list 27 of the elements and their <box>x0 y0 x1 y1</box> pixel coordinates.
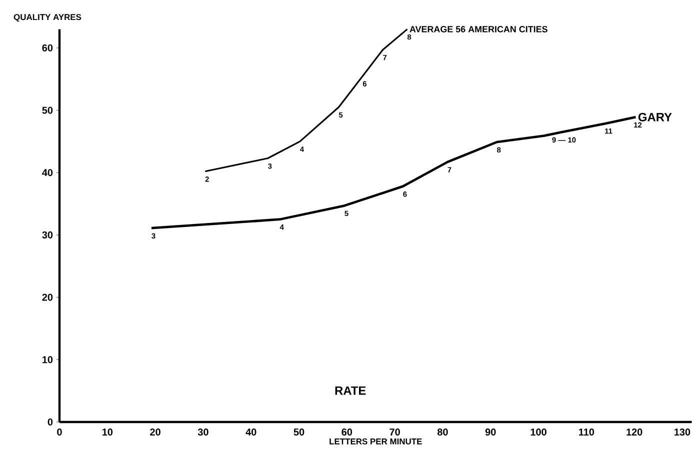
x-tick-label: 100 <box>530 428 546 436</box>
y-tick-label: 50 <box>42 106 53 114</box>
x-tick-label: 110 <box>578 428 594 436</box>
y-tick-label: 20 <box>42 294 53 301</box>
series-label: GARY <box>638 112 672 122</box>
y-axis-title: QUALITY AYRES <box>14 14 82 22</box>
y-tick-label: 30 <box>42 231 53 238</box>
x-tick-label: 120 <box>626 428 642 436</box>
y-tick-label: 60 <box>42 44 53 52</box>
y-tick-label: 40 <box>42 169 53 176</box>
annotation: RATE <box>335 386 366 395</box>
x-tick-label: 130 <box>674 428 690 436</box>
y-tick-label: 10 <box>42 356 53 364</box>
x-tick-label: 30 <box>198 428 208 436</box>
x-axis-title: LETTERS PER MINUTE <box>330 438 422 444</box>
x-tick-label: 80 <box>437 428 448 436</box>
x-tick-label: 20 <box>150 428 160 436</box>
y-tick-label: 0 <box>48 418 53 426</box>
x-tick-label: 40 <box>246 428 256 436</box>
series-label: AVERAGE 56 AMERICAN CITIES <box>410 26 548 32</box>
x-tick-label: 0 <box>57 428 62 436</box>
x-tick-label: 50 <box>294 428 304 436</box>
x-tick-label: 60 <box>342 428 352 436</box>
line-series <box>204 28 408 172</box>
x-tick-label: 10 <box>102 428 113 436</box>
x-tick-label: 70 <box>390 428 400 436</box>
x-tick-label: 90 <box>485 428 496 436</box>
